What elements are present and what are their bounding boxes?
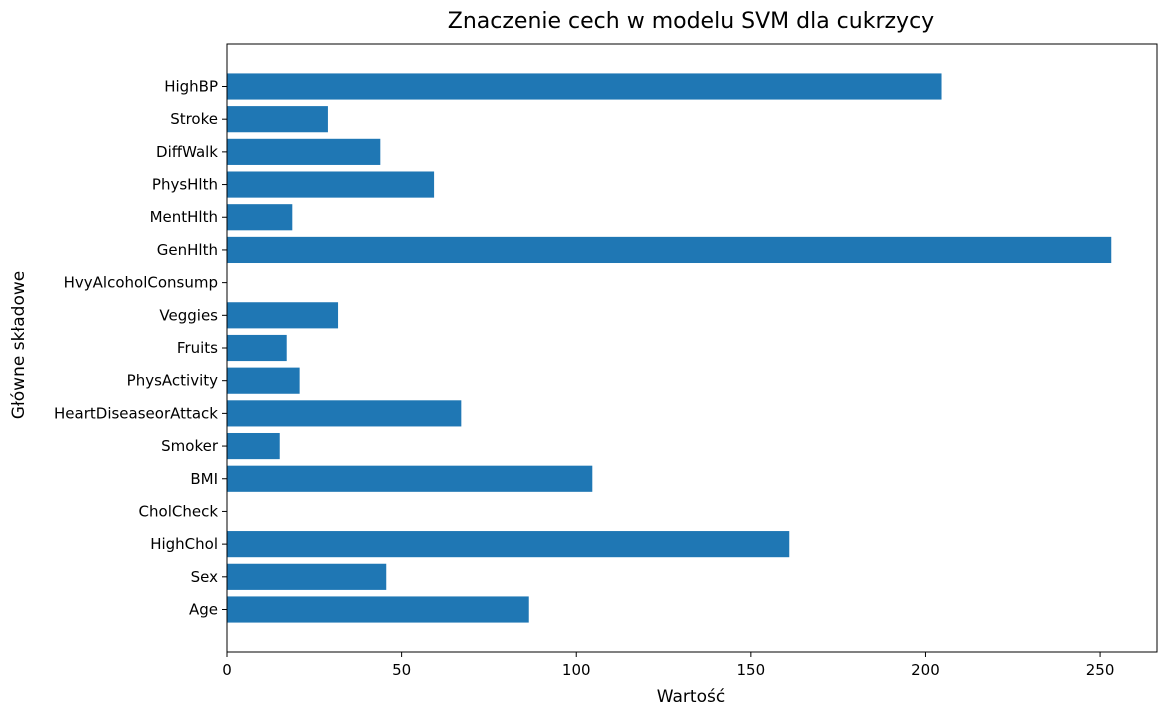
y-tick-label: Fruits — [177, 339, 218, 357]
y-ticks-group: Age Sex HighChol CholCheck BMI Smoker HeartDis… — [54, 77, 227, 619]
y-tick-label: DiffWalk — [156, 143, 218, 161]
y-tick-label: HeartDiseaseorAttack — [54, 404, 218, 422]
bars-group — [227, 73, 1112, 623]
bar-menthlth — [227, 204, 293, 231]
bar-heartdiseaseorattack — [227, 400, 462, 427]
bar-physactivity — [227, 367, 300, 394]
x-axis-label: Wartość — [657, 687, 725, 707]
bar-genhlth — [227, 236, 1112, 264]
x-tick-label: 200 — [911, 661, 940, 679]
x-tick-label: 250 — [1086, 661, 1115, 679]
y-tick-label: HvyAlcoholConsump — [64, 274, 218, 292]
y-tick-label: PhysHlth — [152, 176, 218, 194]
y-tick-label: Sex — [191, 568, 218, 586]
bar-highchol — [227, 531, 790, 558]
y-axis-label: Główne składowe — [9, 271, 29, 419]
bar-physhlth — [227, 171, 435, 198]
y-tick-label: Veggies — [159, 306, 218, 324]
bar-stroke — [227, 106, 328, 133]
bar-bmi — [227, 465, 593, 492]
y-tick-label: HighChol — [150, 535, 218, 553]
y-tick-label: CholCheck — [139, 502, 219, 520]
y-tick-label: PhysActivity — [127, 372, 218, 390]
plot-frame — [226, 43, 1158, 653]
bar-diffwalk — [227, 138, 381, 165]
x-tick-label: 150 — [737, 661, 766, 679]
y-tick-label: Age — [189, 601, 218, 619]
y-tick-label: MentHlth — [150, 208, 218, 226]
bar-sex — [227, 563, 387, 590]
bar-fruits — [227, 334, 287, 362]
bar-veggies — [227, 302, 339, 329]
x-tick-label: 0 — [222, 661, 232, 679]
x-tick-label: 50 — [392, 661, 411, 679]
y-tick-label: Smoker — [161, 437, 219, 455]
bar-age — [227, 596, 529, 623]
chart-title: Znaczenie cech w modelu SVM dla cukrzycy — [448, 9, 934, 34]
x-tick-label: 100 — [562, 661, 591, 679]
bar-smoker — [227, 432, 280, 460]
y-tick-label: BMI — [190, 470, 218, 488]
y-tick-label: GenHlth — [157, 241, 218, 259]
y-tick-label: Stroke — [170, 110, 218, 128]
bar-highbp — [227, 73, 942, 100]
y-tick-label: HighBP — [164, 77, 218, 95]
x-ticks-group: 0 50 100 150 200 250 — [222, 652, 1114, 679]
